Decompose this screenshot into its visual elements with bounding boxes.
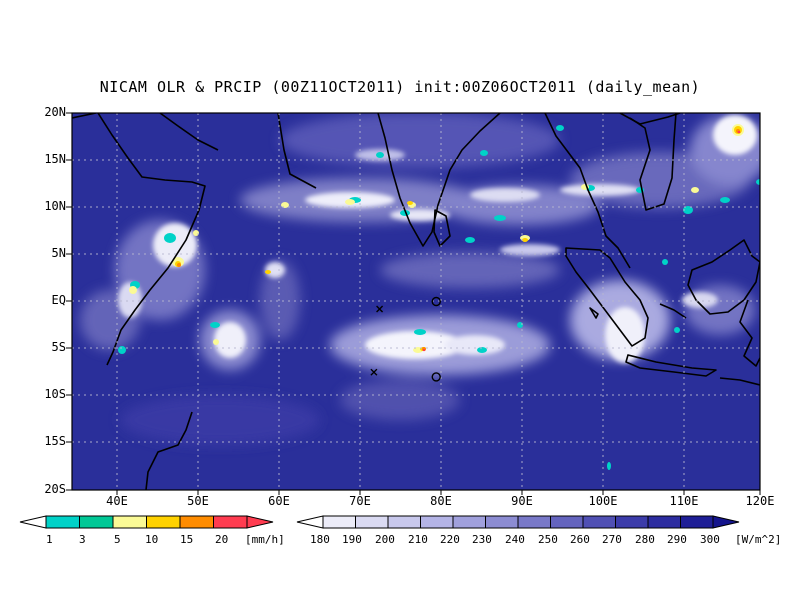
colorbar-swatch	[213, 515, 248, 529]
x-marker	[376, 305, 384, 313]
map-title: NICAM OLR & PRCIP (00Z11OCT2011) init:00…	[99, 78, 701, 96]
olr-tick-label: 180	[310, 533, 330, 546]
lat-label: EQ	[51, 293, 66, 307]
coastlines	[72, 113, 760, 490]
x-marker	[370, 368, 378, 376]
colorbar-swatch	[420, 515, 454, 529]
circle-marker	[431, 372, 441, 382]
olr-tick-label: 250	[538, 533, 558, 546]
lon-label: 90E	[511, 494, 533, 508]
olr-colorbar	[296, 515, 740, 529]
lon-label: 80E	[430, 494, 452, 508]
precip-tick-label: 15	[180, 533, 194, 546]
colorbar-swatch	[112, 515, 147, 529]
lon-label: 120E	[745, 494, 775, 508]
colorbar-swatch	[322, 515, 356, 529]
lon-label: 50E	[187, 494, 209, 508]
map-field	[72, 113, 760, 490]
lat-label: 10N	[44, 199, 66, 213]
precip-tick-label: 10	[145, 533, 159, 546]
colorbar-swatch	[45, 515, 80, 529]
olr-tick-label: 190	[342, 533, 362, 546]
olr-tick-label: 200	[375, 533, 395, 546]
olr-unit: [W/m^2]	[735, 533, 782, 546]
precip-colorbar	[19, 515, 274, 529]
colorbar-swatch	[79, 515, 114, 529]
colorbar-swatch	[517, 515, 551, 529]
lat-label: 15N	[44, 152, 66, 166]
olr-tick-label: 270	[602, 533, 622, 546]
colorbar-swatch	[550, 515, 584, 529]
lon-label: 40E	[106, 494, 128, 508]
precip-tick-label: 1	[46, 533, 53, 546]
olr-tick-label: 230	[472, 533, 492, 546]
circle-marker	[431, 296, 441, 307]
olr-tick-label: 210	[408, 533, 428, 546]
precip-unit: [mm/h]	[245, 533, 285, 546]
lon-label: 60E	[268, 494, 290, 508]
colorbar-swatch	[146, 515, 181, 529]
colorbar-arrow-left	[19, 515, 47, 529]
colorbar-swatch	[452, 515, 486, 529]
precip-tick-label: 3	[79, 533, 86, 546]
olr-tick-label: 240	[505, 533, 525, 546]
colorbar-swatch	[485, 515, 519, 529]
colorbar-swatch	[387, 515, 421, 529]
lat-label: 20N	[44, 105, 66, 119]
olr-tick-label: 220	[440, 533, 460, 546]
colorbar-swatch	[680, 515, 714, 529]
colorbar-arrow-right	[712, 515, 740, 529]
olr-tick-label: 280	[635, 533, 655, 546]
precip-tick-label: 5	[114, 533, 121, 546]
lon-label: 70E	[349, 494, 371, 508]
colorbar-swatch	[582, 515, 616, 529]
olr-tick-label: 260	[570, 533, 590, 546]
lat-label: 15S	[44, 434, 66, 448]
colorbar-arrow-left	[296, 515, 324, 529]
station-markers	[370, 296, 441, 382]
lat-label: 10S	[44, 387, 66, 401]
colorbar-swatch	[179, 515, 214, 529]
colorbar-swatch	[355, 515, 389, 529]
lat-label: 5N	[51, 246, 66, 260]
precip-tick-label: 20	[215, 533, 229, 546]
olr-tick-label: 290	[667, 533, 687, 546]
colorbar-swatch	[615, 515, 649, 529]
lon-label: 110E	[669, 494, 699, 508]
lat-label: 5S	[51, 340, 66, 354]
lon-label: 100E	[588, 494, 618, 508]
colorbar-swatch	[647, 515, 681, 529]
olr-tick-label: 300	[700, 533, 720, 546]
lat-label: 20S	[44, 482, 66, 496]
axis-ticks	[66, 112, 761, 495]
lat-lon-grid	[72, 113, 760, 490]
colorbar-arrow-right	[246, 515, 274, 529]
